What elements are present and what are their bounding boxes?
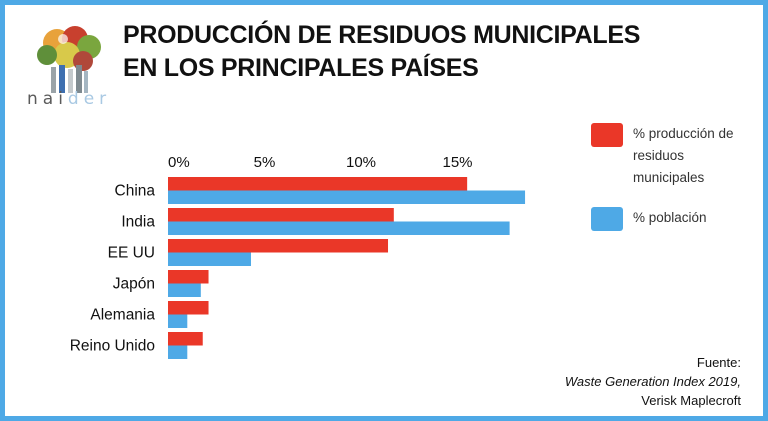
source-label: Fuente: xyxy=(696,355,741,370)
source-publication: Waste Generation Index 2019, xyxy=(564,374,741,389)
category-label: Japón xyxy=(113,276,155,293)
x-tick-label: 0% xyxy=(168,154,190,171)
category-label: India xyxy=(121,214,155,231)
bar-population xyxy=(168,283,201,297)
legend-swatch-population xyxy=(591,207,623,231)
source-author: Verisk Maplecroft xyxy=(641,393,741,408)
x-tick-label: 10% xyxy=(346,154,376,171)
legend-label-production: % producción de residuos municipales xyxy=(633,126,734,185)
source-note: Fuente: Waste Generation Index 2019, Ver… xyxy=(565,353,741,410)
x-tick-label: 15% xyxy=(442,154,472,171)
bar-population xyxy=(168,221,510,235)
bar-chart: 0% 5% 10% 15% China India EE UU Japón Alemania Re… xyxy=(70,154,526,359)
category-label: Reino Unido xyxy=(70,338,155,355)
bar-population xyxy=(168,345,188,359)
bar-population xyxy=(168,314,188,328)
legend-item-production: % producción de residuos municipales xyxy=(591,123,753,189)
bar-population xyxy=(168,190,526,204)
bar-production xyxy=(168,301,209,315)
bar-population xyxy=(168,252,251,266)
bar-production xyxy=(168,270,209,284)
legend-label-population: % población xyxy=(633,210,707,225)
page-title: PRODUCCIÓN DE RESIDUOS MUNICIPALES EN LO… xyxy=(123,19,683,85)
logo-suffix: der xyxy=(67,89,112,109)
category-label: Alemania xyxy=(90,307,155,324)
naider-logo-icon xyxy=(37,26,101,93)
bar-production xyxy=(168,239,389,253)
bar-production xyxy=(168,177,468,191)
legend-item-population: % población xyxy=(591,207,753,231)
legend-swatch-production xyxy=(591,123,623,147)
title-line-2: EN LOS PRINCIPALES PAÍSES xyxy=(123,54,479,82)
logo-prefix: nai xyxy=(27,89,68,109)
naider-logo-wordmark: naider xyxy=(27,89,111,109)
category-label: China xyxy=(115,183,156,200)
category-label: EE UU xyxy=(108,245,155,262)
title-line-1: PRODUCCIÓN DE RESIDUOS MUNICIPALES xyxy=(123,21,641,49)
bar-production xyxy=(168,208,394,222)
x-tick-label: 5% xyxy=(254,154,276,171)
bar-production xyxy=(168,332,203,346)
